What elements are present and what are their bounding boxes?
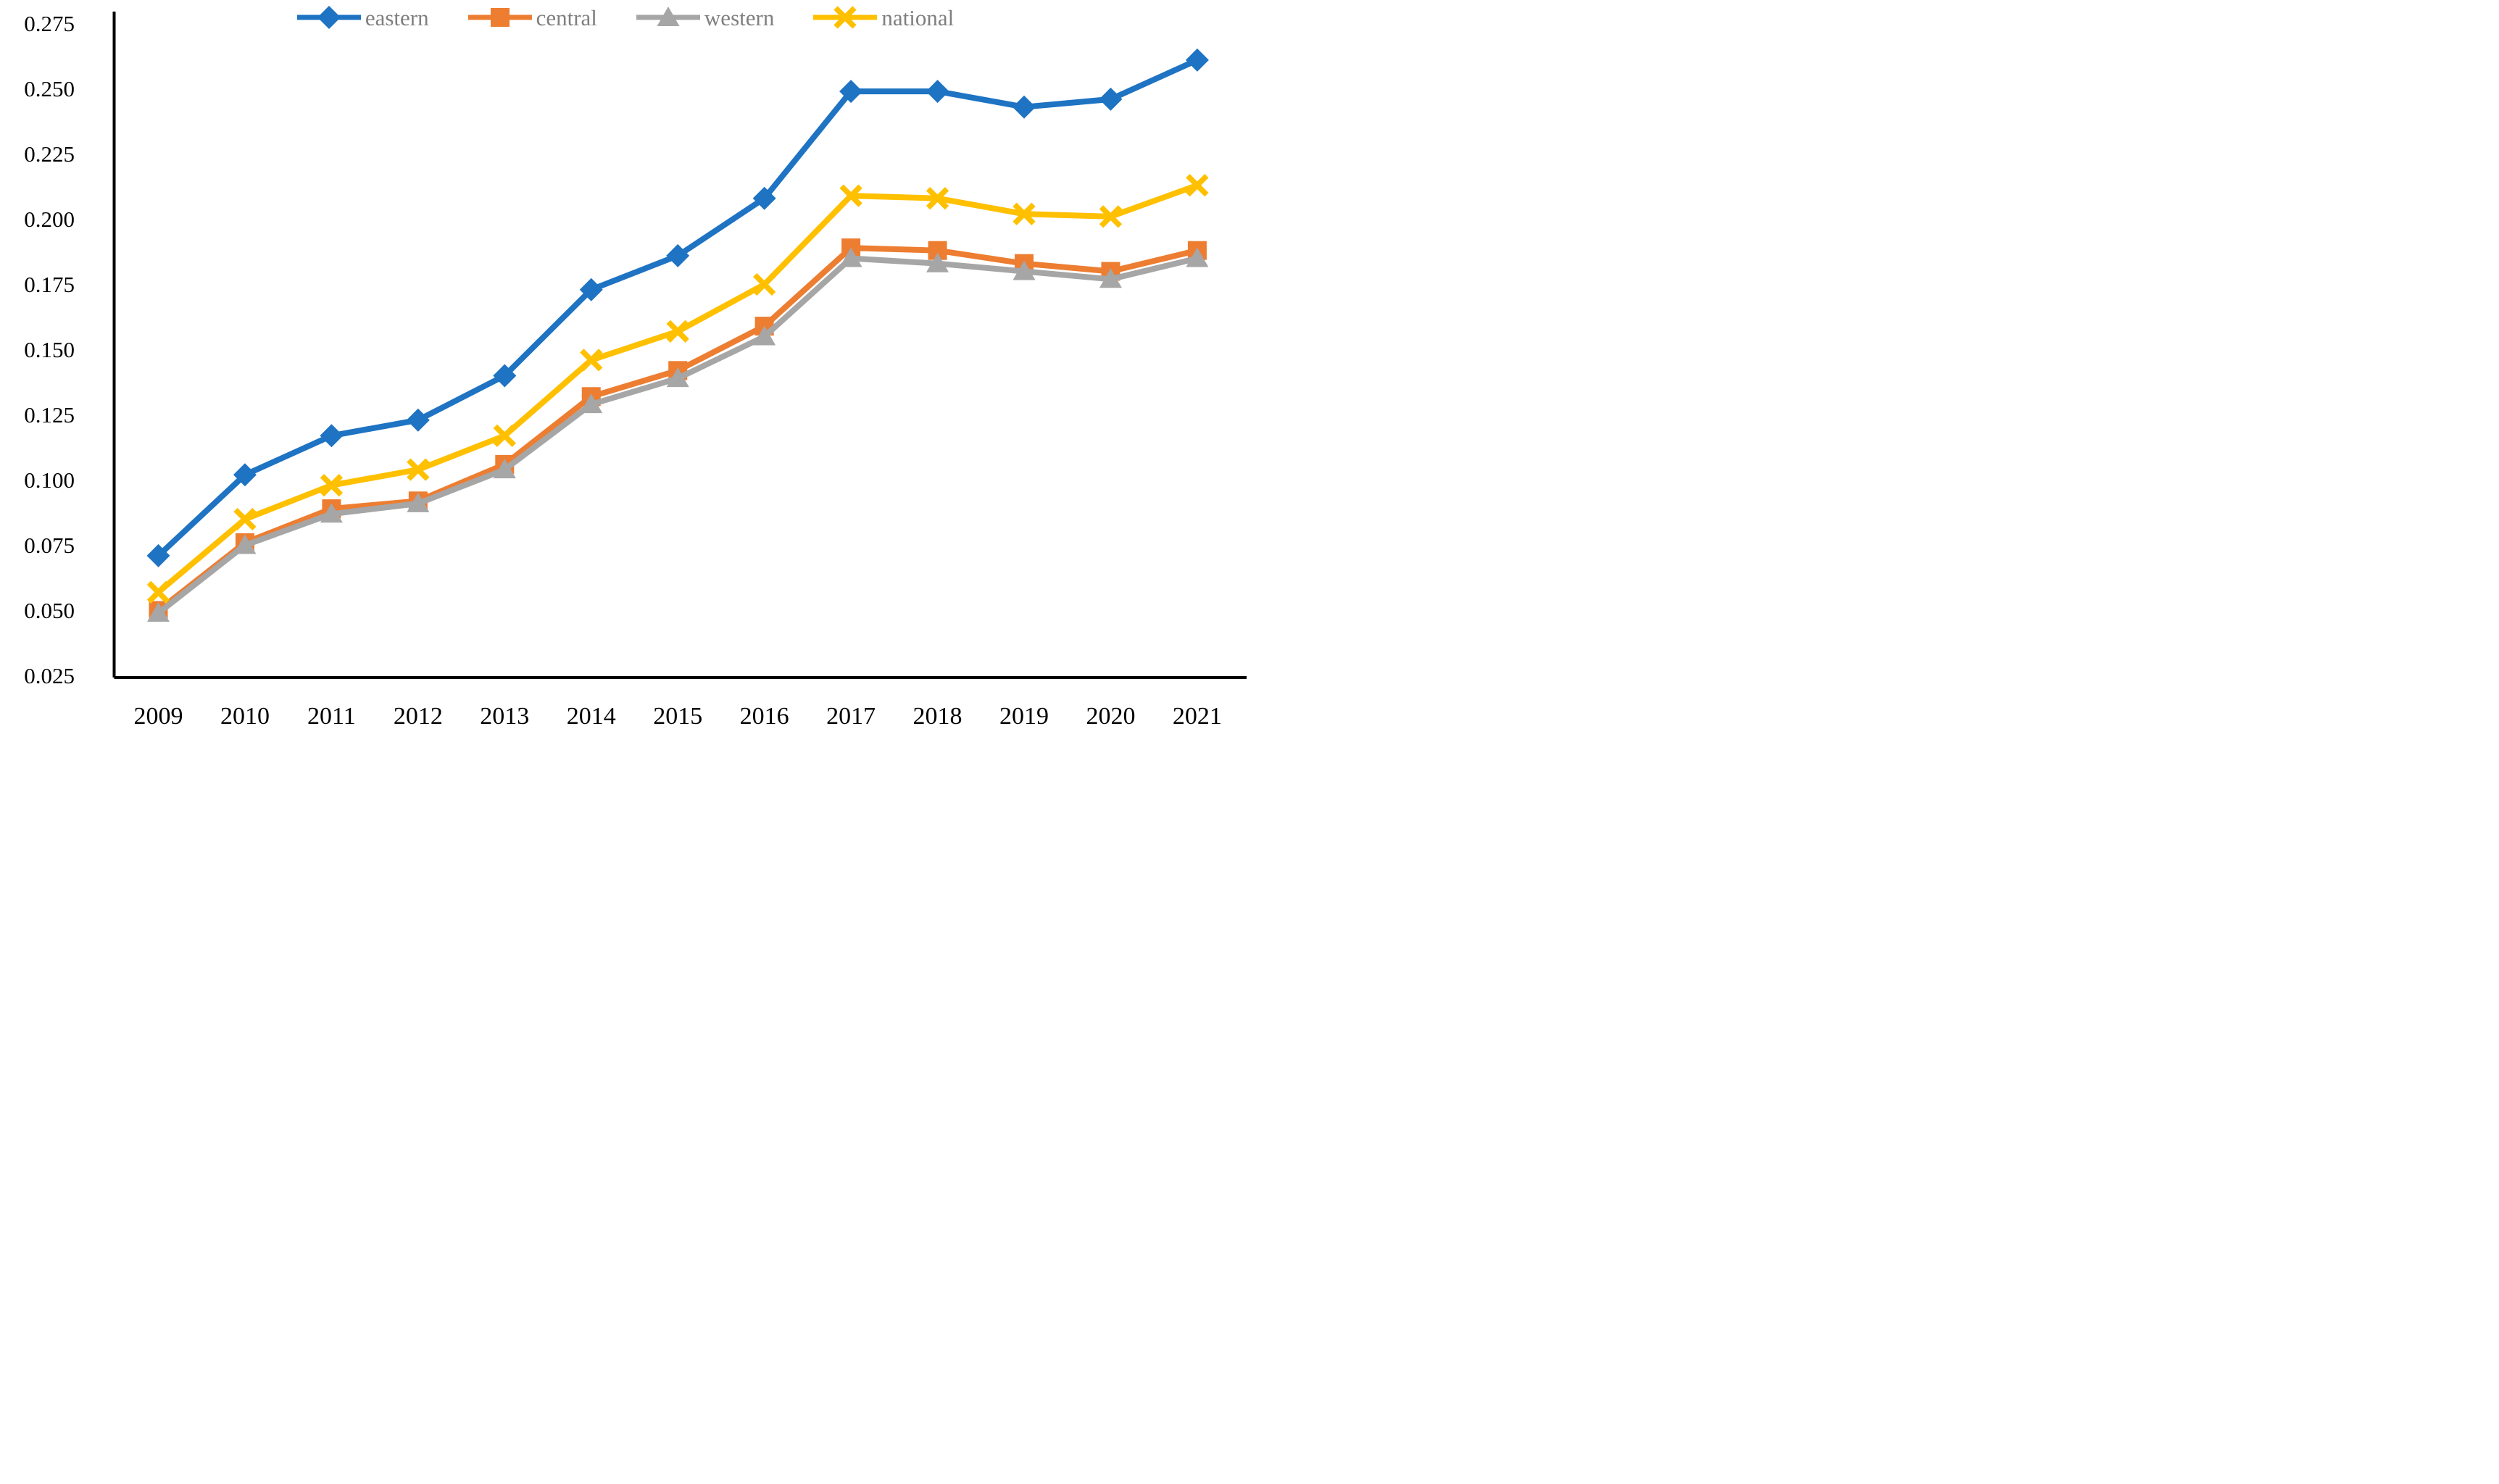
x-tick-label: 2017 [826, 703, 876, 730]
x-tick-label: 2009 [134, 703, 183, 730]
x-tick-label: 2018 [913, 703, 962, 730]
legend-label-eastern: eastern [365, 4, 429, 30]
y-tick-label: 0.225 [24, 141, 75, 167]
x-tick-label: 2013 [480, 703, 529, 730]
legend-item-eastern: eastern [296, 3, 429, 32]
legend-label-central: central [536, 4, 597, 30]
x-tick-label: 2012 [394, 703, 443, 730]
y-tick-label: 0.100 [24, 467, 75, 493]
x-tick-label: 2014 [567, 703, 616, 730]
series-national [146, 174, 1209, 604]
chart-figure: eastern central western national 0.275 0.250… [0, 0, 1250, 742]
legend-item-central: central [467, 3, 597, 32]
y-tick-label: 0.025 [24, 663, 75, 688]
series-western-line [157, 255, 1198, 616]
line-chart: 0.275 0.250 0.225 0.200 0.175 0.150 0.125 0.100… [24, 11, 1247, 730]
legend-marker-square-icon [467, 8, 532, 27]
y-tick-label: 0.150 [24, 337, 75, 362]
legend-label-national: national [881, 4, 955, 30]
legend-item-national: national [812, 3, 954, 32]
series-central-line [157, 245, 1198, 613]
x-tick-label: 2019 [999, 703, 1049, 730]
y-tick-label: 0.250 [24, 76, 75, 101]
x-axis-labels: 2009 2010 2011 2012 2013 2014 2015 2016 2017 2018… [134, 703, 1222, 730]
line-chart-area: 0.275 0.250 0.225 0.200 0.175 0.150 0.125 0.100… [0, 0, 1250, 742]
series-eastern-line [156, 57, 1199, 558]
y-tick-label: 0.125 [24, 402, 75, 428]
y-tick-label: 0.050 [24, 598, 75, 623]
legend-marker-diamond-icon [296, 6, 361, 29]
x-tick-label: 2021 [1173, 703, 1222, 730]
legend-marker-x-icon [813, 6, 878, 29]
x-tick-label: 2011 [307, 703, 356, 730]
axes [112, 12, 1247, 679]
y-tick-label: 0.075 [24, 533, 75, 558]
series-eastern [146, 48, 1209, 567]
y-tick-label: 0.175 [24, 272, 75, 297]
legend-marker-triangle-icon [636, 7, 700, 26]
legend-label-western: western [704, 4, 775, 30]
legend-item-western: western [635, 3, 774, 32]
chart-legend: eastern central western national [0, 3, 1250, 32]
x-tick-label: 2015 [653, 703, 702, 730]
x-tick-label: 2016 [740, 703, 789, 730]
y-axis-labels: 0.275 0.250 0.225 0.200 0.175 0.150 0.125 0.100… [24, 11, 75, 688]
y-tick-label: 0.275 [24, 11, 75, 36]
series-western [147, 247, 1209, 622]
x-tick-label: 2020 [1086, 703, 1135, 730]
y-tick-label: 0.200 [24, 207, 75, 232]
series-central [149, 238, 1207, 620]
x-tick-label: 2010 [220, 703, 270, 730]
